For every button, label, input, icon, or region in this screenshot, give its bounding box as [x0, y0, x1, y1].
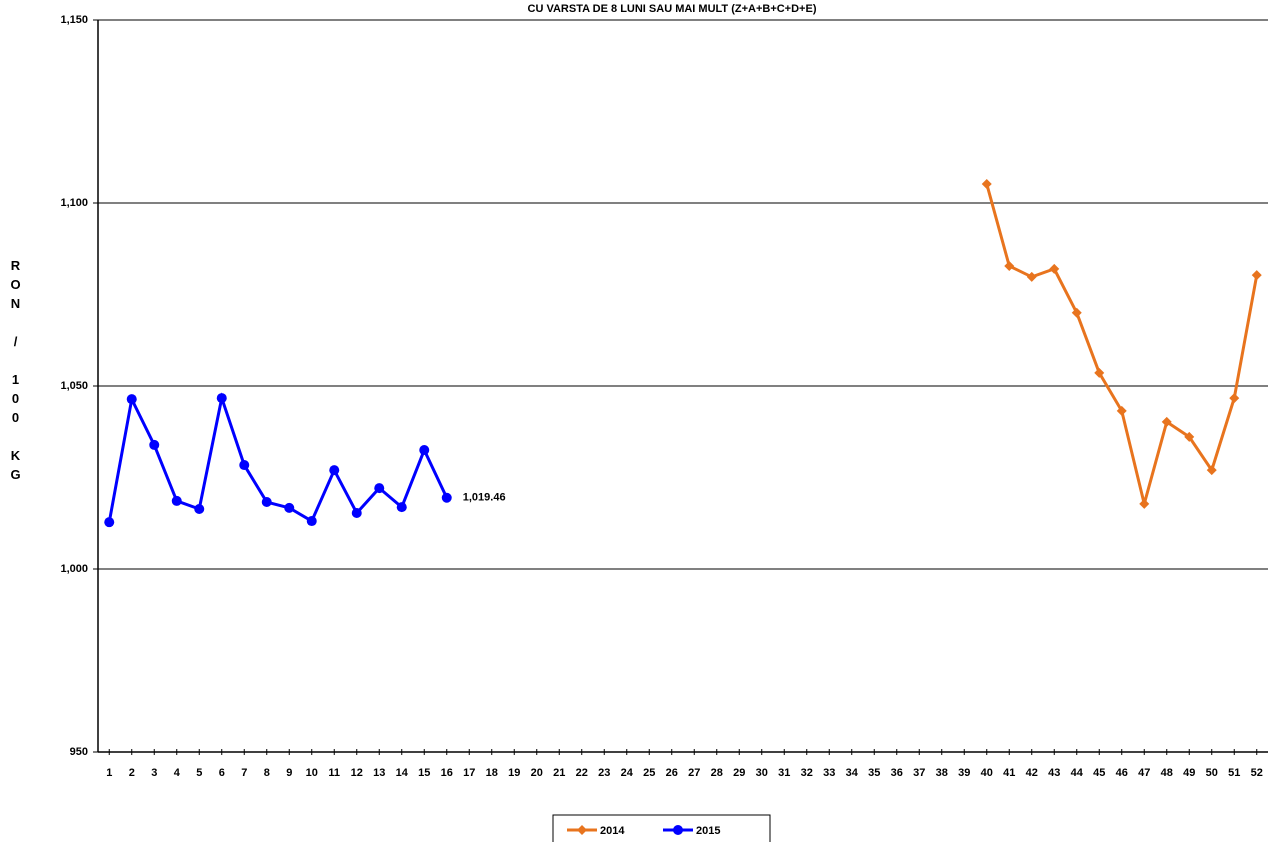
point: [239, 460, 250, 471]
chart-title: CU VARSTA DE 8 LUNI SAU MAI MULT (Z+A+B+…: [528, 3, 817, 15]
y-tick-label: 950: [70, 746, 88, 758]
x-tick-label: 2: [129, 767, 135, 779]
x-tick-label: 21: [553, 767, 565, 779]
series-line: [985, 183, 1259, 505]
x-tick-label: 35: [868, 767, 880, 779]
point: [981, 178, 992, 189]
x-tick-label: 51: [1228, 767, 1240, 779]
y-tick-label: 1,150: [60, 14, 88, 26]
point: [1071, 307, 1082, 318]
point: [441, 492, 452, 503]
x-tick-label: 10: [306, 767, 318, 779]
x-tick-label: 36: [891, 767, 903, 779]
x-tick-label: 37: [913, 767, 925, 779]
point: [1184, 431, 1195, 442]
x-tick-label: 9: [286, 767, 292, 779]
x-tick-label: 31: [778, 767, 790, 779]
x-tick-label: 3: [151, 767, 157, 779]
point: [194, 503, 205, 514]
x-tick-label: 4: [174, 767, 181, 779]
x-tick-label: 18: [486, 767, 498, 779]
legend-marker: [673, 825, 683, 835]
point: [284, 502, 295, 513]
y-axis-label: RON / 100 KG: [8, 258, 23, 486]
x-tick-label: 30: [756, 767, 768, 779]
point: [1251, 270, 1262, 281]
point: [171, 495, 182, 506]
x-tick-label: 34: [846, 767, 859, 779]
x-tick-label: 8: [264, 767, 270, 779]
point: [329, 465, 340, 476]
x-tick-label: 22: [576, 767, 588, 779]
x-tick-label: 11: [328, 767, 340, 779]
x-tick-label: 33: [823, 767, 835, 779]
point: [1026, 271, 1037, 282]
x-tick-label: 16: [441, 767, 453, 779]
point: [1206, 465, 1217, 476]
x-tick-label: 24: [621, 767, 634, 779]
x-tick-label: 26: [666, 767, 678, 779]
x-tick-label: 39: [958, 767, 970, 779]
y-tick-label: 1,000: [60, 563, 88, 575]
x-tick-label: 13: [373, 767, 385, 779]
x-tick-label: 46: [1116, 767, 1128, 779]
point: [1139, 498, 1150, 509]
x-tick-label: 25: [643, 767, 655, 779]
x-tick-label: 20: [531, 767, 543, 779]
x-tick-label: 32: [801, 767, 813, 779]
point: [1161, 416, 1172, 427]
x-tick-label: 27: [688, 767, 700, 779]
point: [261, 497, 272, 508]
x-tick-label: 40: [981, 767, 993, 779]
point: [216, 393, 227, 404]
x-tick-label: 23: [598, 767, 610, 779]
x-tick-label: 6: [219, 767, 225, 779]
point: [149, 439, 160, 450]
y-tick-label: 1,100: [60, 197, 88, 209]
x-tick-label: 5: [196, 767, 202, 779]
x-tick-label: 28: [711, 767, 723, 779]
x-tick-label: 17: [463, 767, 475, 779]
x-tick-label: 29: [733, 767, 745, 779]
x-tick-label: 45: [1093, 767, 1105, 779]
legend-marker: [577, 825, 587, 835]
legend-label: 2014: [600, 825, 625, 837]
x-tick-label: 48: [1161, 767, 1173, 779]
x-tick-label: 49: [1183, 767, 1195, 779]
x-tick-label: 52: [1251, 767, 1263, 779]
x-tick-label: 43: [1048, 767, 1060, 779]
point: [1004, 260, 1015, 271]
series-line: [107, 392, 449, 524]
x-tick-label: 14: [396, 767, 409, 779]
x-tick-label: 19: [508, 767, 520, 779]
y-tick-label: 1,050: [60, 380, 88, 392]
x-tick-label: 50: [1206, 767, 1218, 779]
point: [126, 394, 137, 405]
point: [419, 445, 430, 456]
legend-label: 2015: [696, 825, 720, 837]
point: [1116, 405, 1127, 416]
x-tick-label: 41: [1003, 767, 1015, 779]
point: [104, 517, 115, 528]
x-tick-label: 7: [241, 767, 247, 779]
point: [1229, 393, 1240, 404]
point: [374, 483, 385, 494]
point: [396, 502, 407, 513]
x-tick-label: 44: [1071, 767, 1084, 779]
point: [351, 508, 362, 519]
value-label: 1,019.46: [463, 492, 506, 504]
x-tick-label: 1: [106, 767, 112, 779]
x-tick-label: 12: [351, 767, 363, 779]
x-tick-label: 42: [1026, 767, 1038, 779]
x-tick-label: 15: [418, 767, 430, 779]
x-tick-label: 38: [936, 767, 948, 779]
point: [306, 516, 317, 527]
point: [1049, 263, 1060, 274]
point: [1094, 367, 1105, 378]
x-tick-label: 47: [1138, 767, 1150, 779]
